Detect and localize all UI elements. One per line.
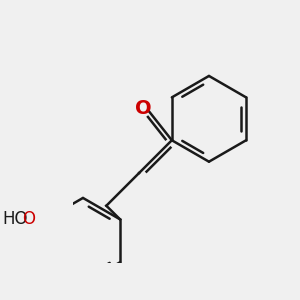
Text: HO: HO (2, 210, 27, 228)
Text: O: O (22, 210, 35, 228)
Text: O: O (135, 99, 151, 118)
